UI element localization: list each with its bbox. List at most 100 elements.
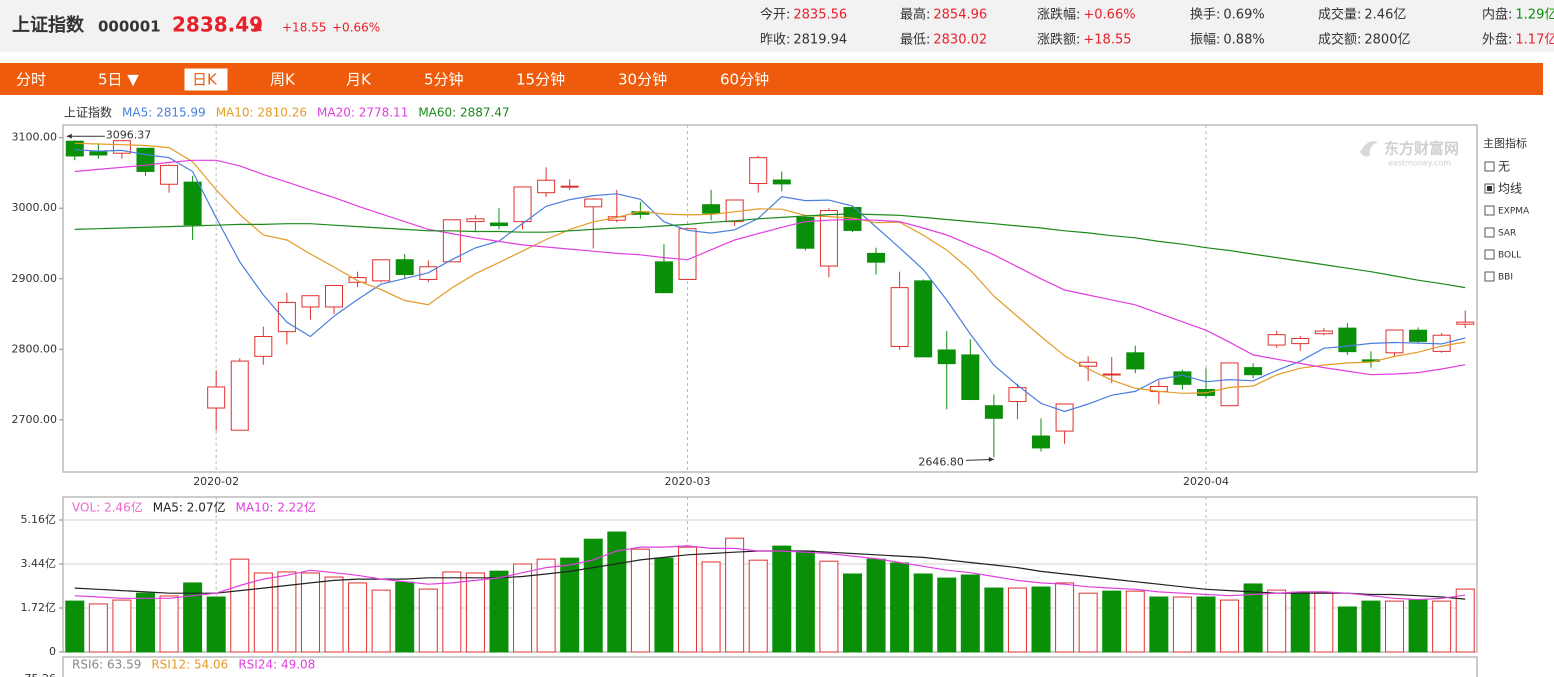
ma-line [74, 149, 1466, 413]
volume-bar [183, 582, 203, 653]
volume-bar [135, 592, 155, 653]
candle-body [1314, 330, 1333, 335]
stat-label: 涨跌幅: [1037, 7, 1080, 23]
candle-body [230, 360, 249, 431]
checkbox[interactable] [1484, 249, 1495, 260]
volume-bar [1385, 600, 1405, 653]
stat-label: 成交额: [1318, 32, 1361, 48]
candle-body [772, 179, 791, 185]
candle-body [442, 219, 461, 263]
volume-bar [607, 531, 627, 653]
checkbox[interactable] [1484, 271, 1495, 282]
tab[interactable]: 5分钟 [424, 71, 464, 89]
checkbox[interactable] [1484, 227, 1495, 238]
volume-bar [371, 589, 391, 653]
stat-label: 今开: [760, 7, 790, 23]
candle-body [348, 277, 367, 283]
volume-bar [583, 538, 603, 653]
candle-body [395, 259, 414, 275]
volume-bar [701, 561, 721, 653]
stat-label: 最高: [900, 7, 930, 23]
tab[interactable]: 30分钟 [618, 71, 667, 89]
volume-bar [890, 562, 910, 653]
stat-value: +18.55 [1083, 33, 1131, 48]
candle-body [819, 210, 838, 267]
legend-entry: 上证指数 [64, 105, 112, 120]
indicator-option[interactable]: BOLL [1498, 251, 1521, 261]
legend-entry: RSI24: 49.08 [238, 658, 315, 672]
volume-bar [866, 558, 886, 653]
tab[interactable]: 月K [346, 71, 372, 89]
stat-value: 2800亿 [1364, 33, 1410, 48]
indicator-option[interactable]: EXPMA [1498, 207, 1530, 217]
watermark-brand: 东方财富网 [1384, 140, 1459, 158]
volume-bar [395, 581, 415, 653]
checkbox[interactable] [1484, 161, 1495, 172]
x-tick-label: 2020-03 [665, 475, 711, 488]
volume-bar [654, 557, 674, 653]
tab[interactable]: 15分钟 [516, 71, 565, 89]
indicator-option[interactable]: 均线 [1498, 182, 1522, 196]
tab[interactable]: 分时 [16, 71, 46, 89]
candle-body [1409, 329, 1428, 342]
candle-body [702, 204, 721, 214]
stat-label: 内盘: [1482, 7, 1512, 23]
candle-body [678, 228, 697, 280]
y-tick-label: 75.26 [25, 672, 57, 677]
y-tick-label: 3100.00 [12, 131, 58, 144]
stat-label: 外盘: [1482, 32, 1512, 48]
legend-entry: MA5: 2815.99 [122, 106, 206, 120]
indicator-option[interactable]: BBI [1498, 273, 1513, 283]
legend-entry: MA20: 2778.11 [317, 106, 408, 120]
tab[interactable]: 日K [192, 71, 218, 89]
volume-bar [112, 599, 132, 653]
rsi-plot-frame [62, 656, 1478, 677]
volume-bar [1149, 596, 1169, 653]
candle-body [1102, 373, 1121, 376]
tab[interactable]: 周K [270, 71, 296, 89]
indicator-option[interactable]: SAR [1498, 229, 1516, 239]
candle-body [749, 157, 768, 185]
price: 2838.49 [172, 13, 263, 37]
y-tick-label: 1.72亿 [21, 601, 57, 614]
ma-line [74, 142, 1466, 394]
volume-bar [1432, 600, 1452, 653]
tab[interactable]: 60分钟 [720, 71, 769, 89]
checkbox[interactable] [1484, 205, 1495, 216]
volume-bar [253, 572, 273, 653]
volume-bar [1055, 582, 1075, 653]
high-label: 3096.37 [106, 128, 151, 141]
volume-bar [748, 559, 768, 653]
volume-bar [1102, 590, 1122, 653]
volume-bar [913, 573, 933, 653]
volume-bar [513, 563, 533, 653]
stat-value: 2819.94 [793, 33, 847, 48]
candle-body [89, 151, 108, 156]
candle-body [1126, 352, 1145, 370]
y-tick-label: 3.44亿 [21, 557, 57, 570]
volume-bar [960, 574, 980, 653]
volume-bar [842, 573, 862, 653]
candle-body [1385, 329, 1404, 354]
volume-bar [418, 588, 438, 653]
candle-body [277, 301, 296, 333]
tab[interactable]: 5日 ▼ [98, 71, 139, 89]
candle-body [1055, 403, 1074, 432]
volume-bar [230, 558, 250, 653]
low-label: 2646.80 [918, 455, 964, 468]
volume-bar [300, 572, 320, 653]
y-tick-label: 5.16亿 [21, 513, 57, 526]
stat-label: 涨跌额: [1037, 32, 1080, 48]
volume-bar [1078, 592, 1098, 653]
stat-value: 2835.56 [793, 8, 847, 23]
legend-entry: MA5: 2.07亿 [153, 500, 226, 515]
volume-plot-frame [62, 496, 1478, 653]
candle-body [1173, 371, 1192, 385]
indicator-option[interactable]: 无 [1498, 160, 1510, 174]
candle-body [1244, 367, 1263, 376]
change-pct: +0.66% [332, 21, 380, 35]
header-bar [0, 0, 1554, 52]
volume-bar [819, 560, 839, 653]
candle-body [961, 354, 980, 401]
